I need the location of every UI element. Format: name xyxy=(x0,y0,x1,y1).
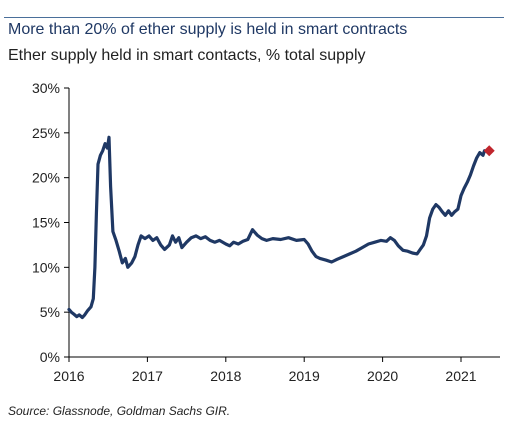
top-rule xyxy=(4,17,504,18)
y-tick-label: 30% xyxy=(32,80,60,96)
y-tick-label: 0% xyxy=(40,349,60,365)
y-tick-label: 25% xyxy=(32,125,60,141)
y-tick-label: 20% xyxy=(32,170,60,186)
latest-value-marker xyxy=(483,145,495,157)
y-tick-label: 15% xyxy=(32,215,60,231)
x-axis: 2016 2017 2018 2019 2020 2021 xyxy=(53,356,500,384)
x-tick-label: 2018 xyxy=(210,368,241,384)
chart-title: More than 20% of ether supply is held in… xyxy=(8,21,408,38)
annotation-layer xyxy=(483,145,495,157)
x-tick-label: 2017 xyxy=(132,368,163,384)
y-tick-label: 5% xyxy=(40,304,60,320)
series-line xyxy=(67,135,487,320)
y-tick-label: 10% xyxy=(32,259,60,275)
x-tick-label: 2020 xyxy=(367,368,398,384)
chart-subtitle: Ether supply held in smart contacts, % t… xyxy=(8,47,366,64)
x-tick-label: 2019 xyxy=(289,368,320,384)
y-axis: 0% 5% 10% 15% 20% 25% 30% xyxy=(32,80,70,365)
source-note: Source: Glassnode, Goldman Sachs GIR. xyxy=(8,404,231,418)
x-tick-label: 2016 xyxy=(53,368,84,384)
x-tick-label: 2021 xyxy=(445,368,476,384)
series-layer xyxy=(67,135,487,320)
